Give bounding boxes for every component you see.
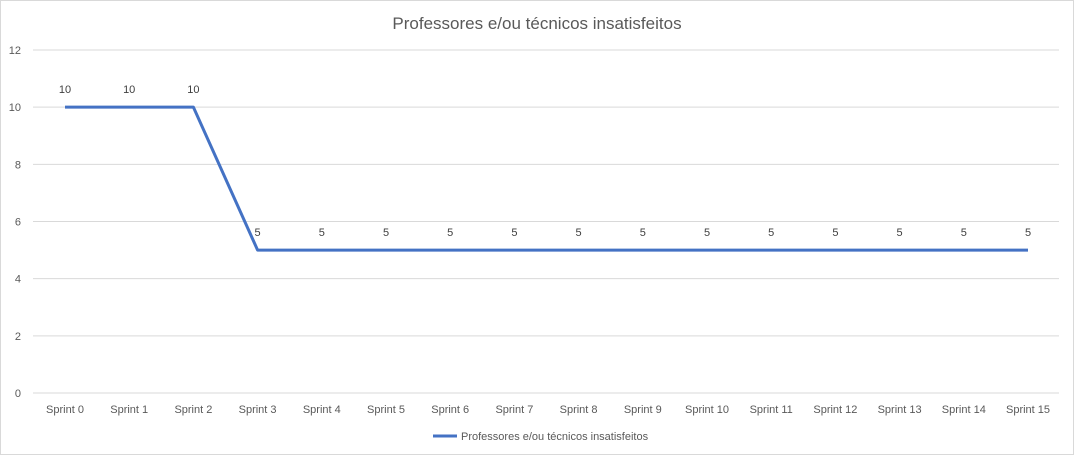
x-tick-label-7: Sprint 7: [495, 404, 533, 416]
data-label-9: 5: [640, 227, 646, 239]
x-tick-label-2: Sprint 2: [174, 404, 212, 416]
y-tick-label-0: 0: [15, 388, 21, 400]
chart-title: Professores e/ou técnicos insatisfeitos: [392, 14, 681, 33]
y-tick-label-10: 10: [9, 102, 21, 114]
data-label-12: 5: [832, 227, 838, 239]
x-tick-label-11: Sprint 11: [750, 404, 793, 416]
data-labels: 10 10 10 5 5 5 5 5 5 5 5 5 5 5 5 5: [59, 84, 1031, 239]
y-tick-label-6: 6: [15, 217, 21, 229]
series-group: [65, 105, 1028, 252]
y-tick-label-4: 4: [15, 274, 21, 286]
data-label-15: 5: [1025, 227, 1031, 239]
x-tick-label-12: Sprint 12: [813, 404, 857, 416]
data-label-13: 5: [897, 227, 903, 239]
data-label-5: 5: [383, 227, 389, 239]
x-tick-label-6: Sprint 6: [431, 404, 469, 416]
series-line-0: [65, 105, 1028, 252]
x-tick-label-13: Sprint 13: [878, 404, 922, 416]
x-tick-label-15: Sprint 15: [1006, 404, 1050, 416]
y-tick-label-2: 2: [15, 331, 21, 343]
data-label-0: 10: [59, 84, 71, 96]
y-tick-label-8: 8: [15, 159, 21, 171]
legend: Professores e/ou técnicos insatisfeitos: [433, 431, 649, 443]
data-label-6: 5: [447, 227, 453, 239]
x-tick-label-14: Sprint 14: [942, 404, 986, 416]
data-label-3: 5: [255, 227, 261, 239]
y-axis-ticks: 0 2 4 6 8 10 12: [9, 45, 21, 400]
data-label-1: 10: [123, 84, 135, 96]
x-tick-label-0: Sprint 0: [46, 404, 84, 416]
y-tick-label-12: 12: [9, 45, 21, 57]
data-label-2: 10: [187, 84, 199, 96]
data-label-14: 5: [961, 227, 967, 239]
x-tick-label-8: Sprint 8: [560, 404, 598, 416]
data-label-7: 5: [511, 227, 517, 239]
x-tick-label-9: Sprint 9: [624, 404, 662, 416]
data-label-11: 5: [768, 227, 774, 239]
x-axis-ticks: Sprint 0 Sprint 1 Sprint 2 Sprint 3 Sprint 4…: [46, 404, 1050, 416]
x-tick-label-3: Sprint 3: [239, 404, 277, 416]
gridlines: [33, 49, 1059, 394]
legend-label: Professores e/ou técnicos insatisfeitos: [461, 431, 649, 443]
x-tick-label-1: Sprint 1: [110, 404, 148, 416]
data-label-8: 5: [576, 227, 582, 239]
x-tick-label-4: Sprint 4: [303, 404, 341, 416]
x-tick-label-5: Sprint 5: [367, 404, 405, 416]
data-label-4: 5: [319, 227, 325, 239]
x-tick-label-10: Sprint 10: [685, 404, 729, 416]
data-label-10: 5: [704, 227, 710, 239]
